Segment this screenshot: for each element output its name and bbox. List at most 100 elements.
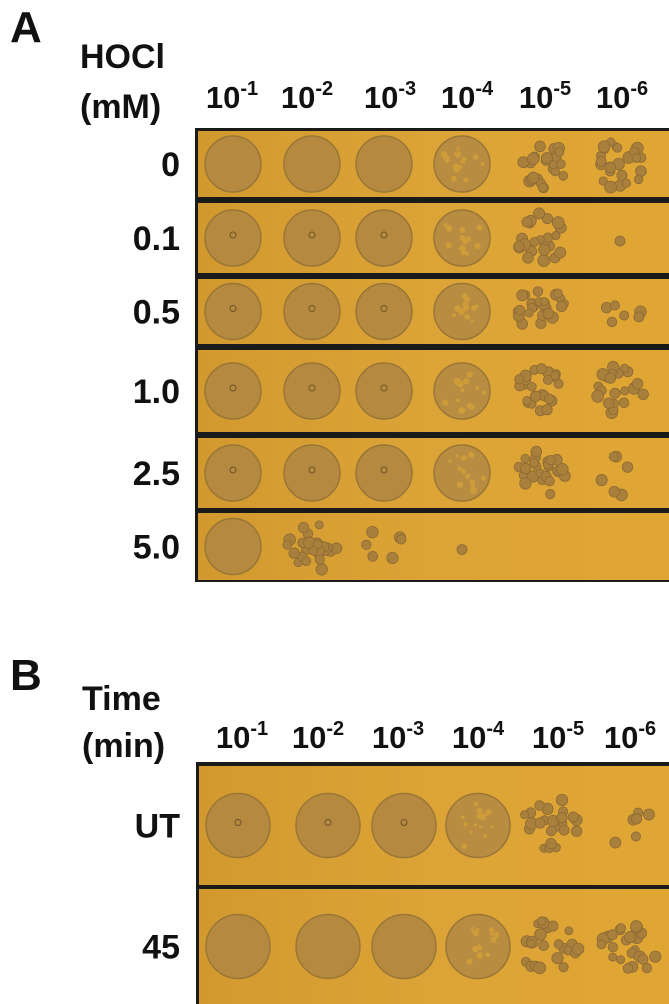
- colony: [282, 540, 292, 550]
- dilution-exponent: -5: [566, 718, 584, 740]
- spot-gap: [479, 813, 487, 821]
- row-label: 0.5: [133, 294, 180, 332]
- spot-gap: [477, 945, 483, 951]
- spot-gap: [460, 815, 465, 820]
- colony: [517, 156, 529, 168]
- spot-gap: [461, 455, 467, 461]
- spot-gap: [445, 225, 453, 232]
- spot: [204, 517, 262, 576]
- colony: [529, 237, 540, 247]
- spot-gap: [465, 474, 470, 479]
- spot-gap: [454, 151, 462, 158]
- colony: [288, 547, 300, 559]
- colony: [520, 810, 529, 820]
- spot-gap: [461, 843, 468, 849]
- colony: [607, 929, 618, 941]
- colony: [633, 311, 645, 323]
- dilution-exponent: -6: [638, 718, 656, 740]
- panel-label: A: [10, 3, 42, 52]
- colony: [536, 363, 547, 375]
- colony: [545, 825, 557, 837]
- spot-gap: [448, 459, 452, 463]
- colony: [616, 955, 626, 965]
- colony: [534, 800, 545, 811]
- colony: [538, 940, 550, 951]
- spot: [355, 444, 413, 502]
- colony: [543, 393, 555, 405]
- colony: [603, 397, 615, 409]
- spot-gap: [476, 224, 483, 231]
- colony: [649, 950, 662, 963]
- spot: [520, 916, 585, 975]
- spot-gap: [480, 475, 486, 481]
- spot-gap: [463, 177, 469, 183]
- dilution-base: 10: [604, 720, 638, 755]
- colony: [524, 308, 534, 318]
- spot-gap: [472, 945, 479, 953]
- spot: [204, 209, 262, 267]
- colony: [514, 374, 525, 385]
- colony: [558, 824, 570, 836]
- spot-gap: [490, 936, 497, 944]
- spot-gap: [464, 313, 471, 320]
- colony: [522, 396, 532, 406]
- dilution-header: 10-1: [206, 78, 258, 115]
- colony: [538, 243, 551, 256]
- colony: [541, 404, 553, 416]
- spot: [514, 363, 564, 417]
- dilution-base: 10: [292, 720, 326, 755]
- colony: [533, 207, 546, 220]
- spot-gap: [461, 470, 466, 475]
- spot: [283, 282, 341, 341]
- spot-lawn: [445, 792, 511, 859]
- dilution-exponent: -6: [630, 78, 648, 100]
- spot: [609, 807, 655, 849]
- spot-lawn: [283, 135, 341, 193]
- spot-gap: [470, 926, 474, 931]
- spot-gap: [460, 158, 466, 164]
- spot: [595, 450, 634, 502]
- spot: [355, 362, 413, 420]
- spot-gap: [455, 454, 459, 458]
- dilution-base: 10: [532, 720, 566, 755]
- colony: [554, 246, 567, 259]
- colony: [543, 374, 554, 385]
- spot: [283, 444, 341, 502]
- colony: [532, 286, 544, 297]
- colony: [521, 216, 533, 228]
- colony: [308, 546, 319, 556]
- colony: [545, 455, 556, 466]
- axis-title: Time: [82, 680, 161, 718]
- spot-gap: [460, 388, 465, 393]
- spot: [433, 282, 491, 341]
- spot-gap: [458, 244, 466, 252]
- spot: [295, 913, 361, 980]
- colony: [604, 180, 617, 194]
- spot-gap: [463, 822, 468, 827]
- spot: [445, 913, 511, 980]
- spot: [205, 792, 271, 859]
- colony: [637, 388, 649, 401]
- spot-lawn: [371, 913, 437, 980]
- spot-lawn: [205, 913, 271, 980]
- colony: [551, 231, 561, 241]
- colony: [553, 939, 564, 949]
- spot: [204, 282, 262, 341]
- colony: [534, 817, 546, 829]
- spot-lawn: [295, 913, 361, 980]
- dilution-base: 10: [372, 720, 406, 755]
- colony: [550, 370, 560, 381]
- axis-title: HOCl: [80, 38, 165, 76]
- row-label: 45: [142, 929, 180, 967]
- spot-gap: [470, 486, 478, 494]
- spot: [355, 209, 413, 267]
- spot-center: [380, 466, 388, 474]
- spot-gap: [483, 834, 488, 838]
- dilution-exponent: -1: [250, 718, 268, 740]
- dilution-exponent: -4: [475, 78, 494, 100]
- colony: [556, 463, 569, 476]
- spot: [614, 235, 626, 247]
- spot: [433, 444, 491, 502]
- spot-gap: [468, 451, 475, 458]
